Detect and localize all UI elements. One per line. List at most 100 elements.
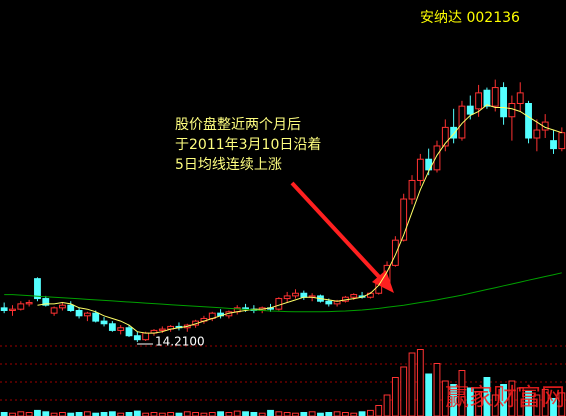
low-label: 14.2100 bbox=[155, 335, 205, 349]
volume-bar bbox=[83, 411, 91, 416]
candle-body bbox=[125, 327, 133, 337]
volume-bar bbox=[300, 412, 308, 416]
candle-body bbox=[525, 103, 532, 139]
volume-bar bbox=[42, 411, 50, 416]
volume-bar bbox=[441, 380, 449, 416]
volume-bar bbox=[500, 384, 507, 416]
candle-body bbox=[391, 239, 399, 266]
candle-body bbox=[59, 304, 66, 309]
candle-body bbox=[400, 198, 408, 241]
volume-bar bbox=[391, 377, 399, 416]
candle-body bbox=[34, 278, 41, 300]
candle-body bbox=[483, 89, 491, 107]
volume-bar bbox=[133, 410, 141, 416]
volume-bar bbox=[550, 398, 557, 416]
candle-body bbox=[67, 304, 75, 312]
volume-bar bbox=[0, 412, 8, 416]
volume-bar bbox=[158, 412, 166, 416]
volume-bar bbox=[258, 412, 266, 416]
volume-bar bbox=[317, 412, 324, 416]
volume-bar bbox=[225, 412, 233, 416]
volume-bar bbox=[358, 411, 366, 416]
volume-bar bbox=[342, 412, 349, 416]
arrow bbox=[290, 181, 394, 293]
volume-bar bbox=[525, 391, 532, 416]
volume-bar bbox=[92, 412, 100, 416]
volume-bar bbox=[208, 412, 216, 416]
annotation: 于2011年3月10日沿着 bbox=[175, 137, 321, 153]
candle-body bbox=[100, 320, 108, 325]
volume-bar bbox=[466, 387, 474, 416]
volume-bar bbox=[183, 411, 191, 416]
candle-body bbox=[558, 132, 566, 150]
volume-bar bbox=[67, 412, 75, 416]
volume-bar bbox=[475, 391, 483, 416]
chart-title: 安纳达 002136 bbox=[420, 10, 520, 26]
volume-bar bbox=[450, 384, 458, 416]
volume-bar bbox=[400, 366, 408, 416]
candle-body bbox=[292, 292, 299, 297]
candle-body bbox=[50, 307, 58, 314]
volume-bar bbox=[491, 394, 499, 416]
volume-bar bbox=[17, 411, 25, 416]
candle-body bbox=[441, 126, 449, 147]
volume-bar bbox=[408, 352, 416, 416]
candle-body bbox=[533, 129, 541, 139]
candle-body bbox=[142, 332, 150, 341]
candle-body bbox=[117, 327, 125, 331]
candle-body bbox=[425, 158, 433, 171]
candle-body bbox=[466, 105, 474, 115]
arrow-head bbox=[372, 270, 394, 293]
candle-body bbox=[416, 158, 424, 181]
volume-bar bbox=[167, 412, 175, 416]
volume-bar bbox=[233, 410, 241, 416]
volume-bar bbox=[516, 387, 524, 416]
candle-body bbox=[108, 323, 116, 331]
candle-body bbox=[158, 328, 166, 331]
volume-bar bbox=[9, 412, 16, 416]
volume-bar bbox=[150, 412, 158, 416]
volume-bar bbox=[242, 411, 249, 416]
candle-body bbox=[133, 335, 141, 341]
candle-body bbox=[92, 312, 100, 322]
candle-body bbox=[350, 294, 358, 298]
volume-bar bbox=[483, 377, 491, 416]
candle-body bbox=[550, 140, 557, 150]
volume-bar bbox=[59, 412, 66, 416]
volume-bar bbox=[416, 349, 424, 416]
volume-bar bbox=[250, 412, 258, 416]
volume-bar bbox=[75, 412, 83, 416]
volume-bar bbox=[350, 412, 358, 416]
candle-body bbox=[300, 292, 308, 298]
candle-body bbox=[0, 307, 8, 312]
candle-body bbox=[433, 145, 441, 171]
candle-body bbox=[450, 126, 458, 139]
volume-bar bbox=[375, 405, 383, 416]
volume-bar bbox=[425, 373, 433, 416]
candle-body bbox=[475, 92, 483, 110]
candle-body bbox=[275, 298, 283, 310]
candle-body bbox=[42, 298, 50, 306]
arrow-shaft bbox=[290, 181, 384, 282]
candle-body bbox=[17, 303, 25, 310]
candle-body bbox=[325, 300, 333, 305]
annotation: 股价盘整近两个月后 bbox=[175, 116, 301, 133]
candles bbox=[0, 79, 566, 416]
volume-bar bbox=[433, 363, 441, 416]
candle-body bbox=[408, 179, 416, 200]
volume-bar bbox=[108, 411, 116, 416]
volume-bar bbox=[200, 412, 208, 416]
annotation: 5日均线连续上涨 bbox=[175, 156, 282, 173]
volume-bar bbox=[217, 411, 224, 416]
candle-body bbox=[283, 295, 291, 300]
volume-bar bbox=[34, 409, 41, 416]
candle-body bbox=[75, 310, 83, 317]
volume-bar bbox=[333, 411, 341, 416]
volume-bar bbox=[308, 411, 316, 416]
volume-bar bbox=[366, 409, 374, 416]
candle-body bbox=[491, 87, 499, 107]
candle-body bbox=[500, 87, 507, 118]
volume-bar bbox=[275, 411, 283, 416]
candle-body bbox=[508, 103, 516, 118]
